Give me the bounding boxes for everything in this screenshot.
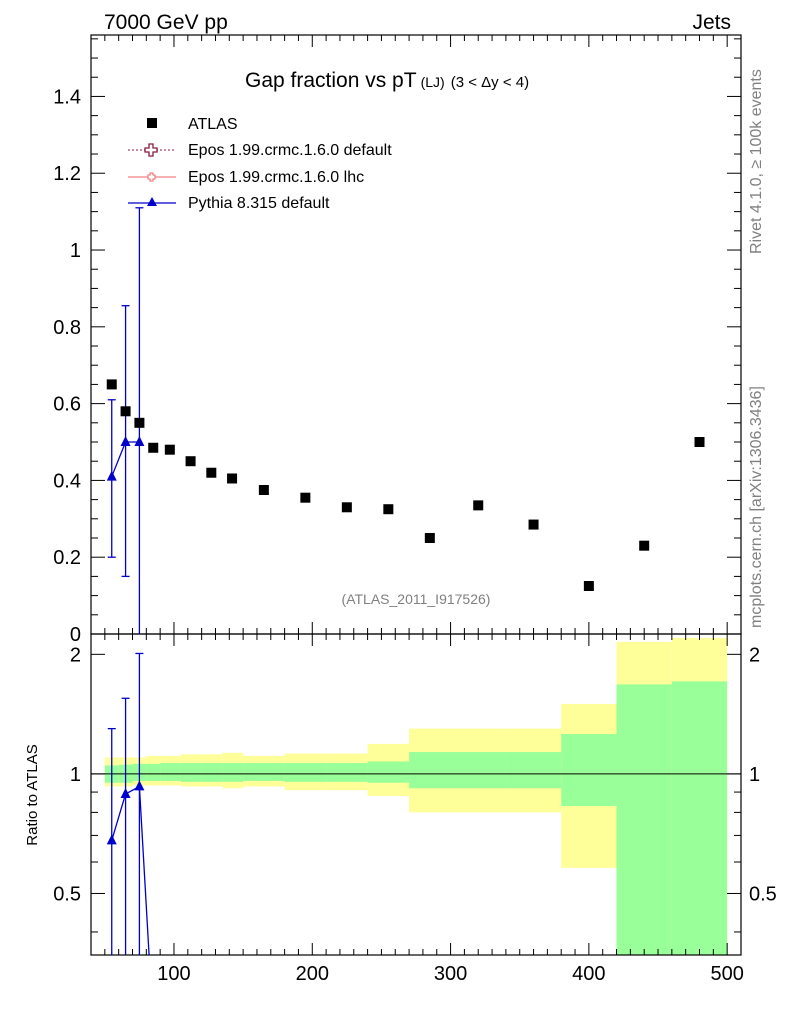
rivet-version-label: Rivet 4.1.0, ≥ 100k events bbox=[748, 69, 765, 254]
ratio-y-tick-label-right-0: 0.5 bbox=[749, 883, 777, 905]
ratio-y-tick-label-right-2: 2 bbox=[749, 644, 760, 666]
y-tick-label-6: 1.2 bbox=[53, 163, 81, 185]
ratio-band-inner-8 bbox=[243, 763, 285, 781]
analysis-watermark: (ATLAS_2011_I917526) bbox=[342, 591, 491, 607]
atlas-point-14 bbox=[528, 519, 539, 530]
pythia-point-1 bbox=[120, 436, 131, 447]
pythia-point-0 bbox=[106, 470, 117, 481]
legend-label-epos-default: Epos 1.99.crmc.1.6.0 default bbox=[188, 142, 392, 159]
ratio-band-inner-11 bbox=[367, 761, 410, 783]
atlas-point-1 bbox=[120, 406, 131, 417]
y-tick-label-0: 0 bbox=[70, 624, 81, 646]
ratio-uncertainty-bands bbox=[104, 637, 728, 955]
ratio-y-tick-label-left-0: 0.5 bbox=[53, 883, 81, 905]
ratio-band-inner-14 bbox=[561, 734, 617, 807]
pythia-point-2 bbox=[134, 436, 145, 447]
x-tick-label-0: 100 bbox=[157, 963, 190, 985]
ratio-band-inner-5 bbox=[180, 763, 202, 782]
chart-title-main: Gap fraction vs pT bbox=[245, 69, 417, 92]
y-tick-label-4: 0.8 bbox=[53, 317, 81, 339]
y-tick-label-5: 1 bbox=[70, 240, 81, 262]
x-tick-label-3: 400 bbox=[572, 963, 605, 985]
atlas-point-5 bbox=[185, 456, 196, 467]
y-tick-label-2: 0.4 bbox=[53, 470, 81, 492]
ratio-band-inner-10 bbox=[326, 763, 368, 782]
y-tick-label-7: 1.4 bbox=[53, 86, 81, 108]
atlas-point-16 bbox=[639, 540, 650, 551]
ratio-y-tick-label-left-1: 1 bbox=[70, 764, 81, 786]
chart-title-cut: (3 < Δy < 4) bbox=[451, 74, 529, 91]
header-left: 7000 GeV pp bbox=[104, 11, 228, 34]
atlas-point-12 bbox=[424, 533, 435, 544]
ratio-pythia-point-1 bbox=[120, 787, 131, 798]
atlas-point-8 bbox=[258, 485, 269, 496]
x-tick-label-2: 300 bbox=[434, 963, 467, 985]
x-tick-label-4: 500 bbox=[710, 963, 743, 985]
legend-marker-atlas bbox=[147, 118, 157, 128]
ratio-band-inner-4 bbox=[160, 763, 181, 781]
ratio-y-axis-label: Ratio to ATLAS bbox=[24, 744, 41, 845]
ratio-band-inner-12 bbox=[409, 752, 506, 789]
legend: ATLAS Epos 1.99.crmc.1.6.0 default Epos … bbox=[128, 116, 392, 212]
atlas-point-11 bbox=[383, 504, 394, 515]
legend-entry-atlas: ATLAS bbox=[147, 116, 238, 133]
ratio-band-inner-15 bbox=[616, 684, 672, 955]
axis-tick-labels: 100 200 300 400 500 0 0.2 0.4 0.6 0.8 1 1.2 1.4 0.5 0.… bbox=[53, 86, 777, 985]
ratio-y-tick-label-left-2: 2 bbox=[70, 644, 81, 666]
y-tick-label-1: 0.2 bbox=[53, 547, 81, 569]
legend-label-pythia: Pythia 8.315 default bbox=[188, 195, 330, 212]
ratio-band-inner-6 bbox=[201, 763, 223, 782]
ratio-band-inner-9 bbox=[284, 763, 327, 782]
ratio-series bbox=[106, 652, 150, 956]
legend-label-epos-lhc: Epos 1.99.crmc.1.6.0 lhc bbox=[188, 169, 364, 186]
atlas-point-17 bbox=[694, 437, 705, 448]
atlas-point-2 bbox=[134, 417, 145, 428]
main-panel-frame bbox=[90, 34, 742, 635]
ratio-band-inner-16 bbox=[671, 681, 728, 955]
main-series bbox=[106, 207, 705, 634]
ratio-pythia-point-2 bbox=[134, 780, 145, 791]
legend-entry-epos-lhc: Epos 1.99.crmc.1.6.0 lhc bbox=[128, 169, 364, 186]
legend-entry-pythia: Pythia 8.315 default bbox=[128, 195, 330, 212]
header-right: Jets bbox=[692, 11, 731, 34]
legend-marker-epos-lhc bbox=[147, 172, 156, 182]
atlas-point-6 bbox=[206, 467, 217, 478]
main-panel-border bbox=[90, 34, 742, 635]
atlas-point-9 bbox=[300, 492, 311, 503]
ratio-y-tick-label-right-1: 1 bbox=[749, 764, 760, 786]
ratio-panel-frame bbox=[90, 633, 742, 956]
x-tick-label-1: 200 bbox=[296, 963, 329, 985]
legend-marker-epos-default bbox=[144, 143, 158, 157]
atlas-point-7 bbox=[227, 473, 238, 484]
ratio-band-inner-13 bbox=[505, 752, 562, 789]
atlas-point-15 bbox=[583, 581, 594, 592]
atlas-point-3 bbox=[148, 442, 159, 453]
chart-title: Gap fraction vs pT (LJ) (3 < Δy < 4) bbox=[245, 69, 529, 92]
chart-title-sub: (LJ) bbox=[421, 74, 445, 90]
ratio-band-inner-7 bbox=[222, 763, 244, 782]
atlas-point-13 bbox=[473, 500, 484, 511]
legend-marker-pythia bbox=[147, 197, 157, 206]
ratio-pythia-point-0 bbox=[106, 834, 117, 845]
y-tick-label-3: 0.6 bbox=[53, 394, 81, 416]
atlas-point-10 bbox=[341, 502, 352, 513]
ratio-pythia-line bbox=[111, 785, 150, 956]
legend-label-atlas: ATLAS bbox=[188, 116, 238, 133]
atlas-point-0 bbox=[106, 379, 117, 390]
atlas-point-4 bbox=[164, 444, 175, 455]
ratio-band-inner-3 bbox=[146, 763, 161, 781]
legend-entry-epos-default: Epos 1.99.crmc.1.6.0 default bbox=[128, 142, 392, 159]
mcplots-label: mcplots.cern.ch [arXiv:1306.3436] bbox=[748, 386, 765, 628]
